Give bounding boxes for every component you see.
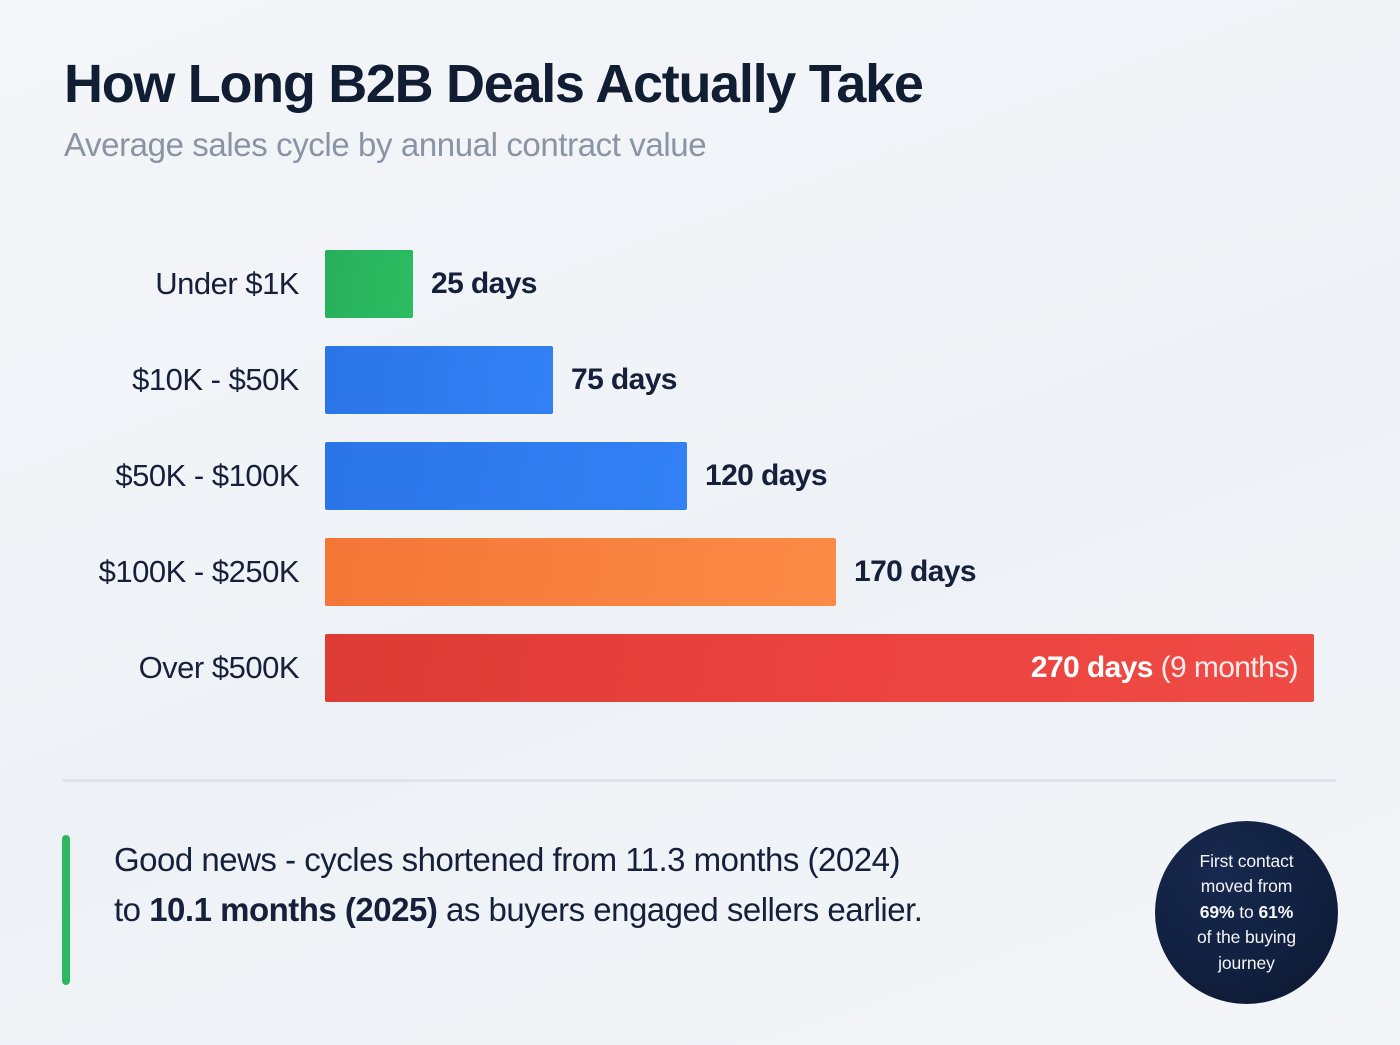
- stat-badge: First contact moved from 69% to 61% of t…: [1155, 821, 1338, 1004]
- bar-100k-250k: [325, 538, 836, 606]
- chart-row: Over $500K 270 days (9 months): [0, 634, 1400, 702]
- header: How Long B2B Deals Actually Take Average…: [64, 54, 1344, 164]
- badge-line-1: First contact: [1199, 850, 1294, 871]
- badge-text: First contact moved from 69% to 61% of t…: [1181, 849, 1312, 977]
- badge-stat-mid: to: [1234, 901, 1259, 922]
- bar-value-under-1k: 25 days: [431, 267, 537, 300]
- note-accent-bar: [62, 835, 70, 985]
- badge-line-4: of the buying: [1197, 927, 1296, 948]
- page-title: How Long B2B Deals Actually Take: [64, 54, 924, 114]
- bar-chart: Under $1K 25 days $10K - $50K 75 days $5…: [0, 250, 1400, 702]
- note-line-2-strong: 10.1 months (2025): [149, 891, 438, 929]
- bar-10k-50k: [325, 346, 553, 414]
- section-divider: [62, 779, 1336, 782]
- bar-value-over-500k: 270 days (9 months): [1030, 651, 1299, 685]
- bar-area: 270 days (9 months): [325, 634, 1400, 702]
- note-line-2-prefix: to: [114, 891, 150, 929]
- category-label-50k-100k: $50K - $100K: [115, 458, 299, 493]
- note-text: Good news - cycles shortened from 11.3 m…: [114, 835, 923, 985]
- bar-value-annotation: (9 months): [1160, 651, 1299, 684]
- chart-row: $50K - $100K 120 days: [0, 442, 1400, 510]
- category-label-under-1k: Under $1K: [155, 266, 299, 301]
- bar-area: 170 days: [325, 538, 1400, 606]
- category-label-100k-250k: $100K - $250K: [98, 554, 300, 589]
- badge-line-5: journey: [1218, 952, 1275, 973]
- bar-area: 25 days: [325, 250, 1400, 318]
- page-subtitle: Average sales cycle by annual contract v…: [64, 126, 707, 164]
- badge-stat-to: 61%: [1258, 901, 1294, 922]
- bar-value-100k-250k: 170 days: [854, 555, 977, 588]
- bar-50k-100k: [325, 442, 687, 510]
- footer-note: Good news - cycles shortened from 11.3 m…: [62, 835, 1082, 985]
- note-line-2-suffix: as buyers engaged sellers earlier.: [437, 891, 923, 929]
- bar-over-500k: 270 days (9 months): [325, 634, 1314, 702]
- bar-area: 120 days: [325, 442, 1400, 510]
- bar-value-text: 270 days: [1030, 651, 1154, 684]
- bar-value-50k-100k: 120 days: [705, 459, 828, 492]
- bar-area: 75 days: [325, 346, 1400, 414]
- chart-row: $10K - $50K 75 days: [0, 346, 1400, 414]
- badge-stat-from: 69%: [1199, 901, 1235, 922]
- chart-row: Under $1K 25 days: [0, 250, 1400, 318]
- badge-line-2: moved from: [1200, 876, 1293, 897]
- bar-value-10k-50k: 75 days: [571, 363, 677, 396]
- bar-under-1k: [325, 250, 413, 318]
- chart-row: $100K - $250K 170 days: [0, 538, 1400, 606]
- note-line-1: Good news - cycles shortened from 11.3 m…: [114, 841, 900, 878]
- category-label-over-500k: Over $500K: [138, 650, 300, 685]
- category-label-10k-50k: $10K - $50K: [132, 362, 299, 397]
